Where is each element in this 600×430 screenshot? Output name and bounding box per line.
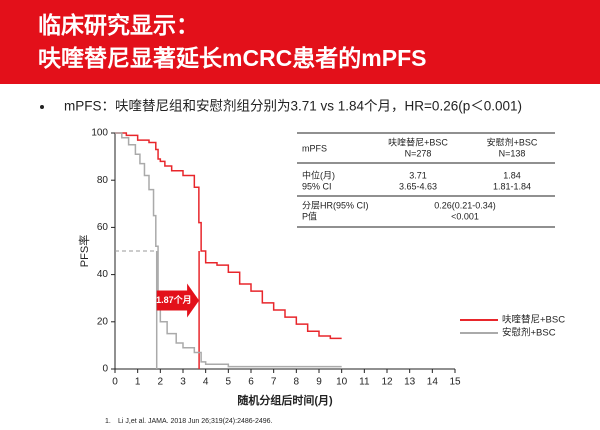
title-bar bbox=[0, 0, 600, 84]
footnote-number: 1. bbox=[105, 418, 111, 425]
table-cell: 1.84 bbox=[503, 170, 521, 180]
table-cell: 分层HR(95% CI) bbox=[302, 200, 369, 210]
y-tick-label: 40 bbox=[97, 269, 109, 280]
x-tick-label: 3 bbox=[180, 377, 186, 388]
x-tick-label: 10 bbox=[336, 377, 348, 388]
y-tick-label: 60 bbox=[97, 222, 109, 233]
x-tick-label: 5 bbox=[226, 377, 232, 388]
x-tick-label: 2 bbox=[158, 377, 164, 388]
x-tick-label: 0 bbox=[112, 377, 118, 388]
x-tick-label: 14 bbox=[427, 377, 439, 388]
annotation: 1.87个月 bbox=[156, 294, 192, 305]
footnote: Li J,et al. JAMA. 2018 Jun 26;319(24):24… bbox=[118, 418, 273, 425]
table-cell: P值 bbox=[302, 210, 317, 221]
table-cell: N=278 bbox=[405, 148, 432, 158]
x-tick-label: 1 bbox=[135, 377, 141, 388]
table-cell: 中位(月) bbox=[302, 169, 335, 180]
x-tick-label: 9 bbox=[316, 377, 322, 388]
x-tick-label: 7 bbox=[271, 377, 277, 388]
title: 呋喹替尼显著延长mCRC患者的mPFS bbox=[38, 45, 426, 71]
table-cell: 1.81-1.84 bbox=[493, 181, 531, 191]
x-tick-label: 4 bbox=[203, 377, 209, 388]
x-axis-label: 随机分组后时间(月) bbox=[237, 393, 333, 407]
bullet-text: mPFS：呋喹替尼组和安慰剂组分别为3.71 vs 1.84个月，HR=0.26… bbox=[64, 98, 522, 114]
table-cell: 3.65-4.63 bbox=[399, 181, 437, 191]
y-tick-label: 20 bbox=[97, 316, 109, 327]
table bbox=[297, 132, 555, 228]
y-tick-label: 80 bbox=[97, 175, 109, 186]
table-cell: 呋喹替尼+BSC bbox=[388, 136, 448, 147]
x-tick-label: 11 bbox=[359, 377, 370, 388]
table-cell: 安慰剂+BSC bbox=[487, 136, 538, 147]
legend-label: 安慰剂+BSC bbox=[502, 327, 556, 339]
x-tick-label: 13 bbox=[404, 377, 416, 388]
y-tick-label: 0 bbox=[102, 364, 108, 375]
y-tick-label: 100 bbox=[91, 128, 108, 139]
annotation-arrow bbox=[156, 283, 200, 318]
table-cell: <0.001 bbox=[451, 211, 479, 221]
x-tick-label: 15 bbox=[449, 377, 461, 388]
x-tick-label: 12 bbox=[381, 377, 393, 388]
table-cell: N=138 bbox=[499, 148, 526, 158]
legend-label: 呋喹替尼+BSC bbox=[502, 314, 565, 326]
table-cell: mPFS bbox=[302, 143, 327, 153]
table-cell: 95% CI bbox=[302, 181, 332, 191]
title: 临床研究显示： bbox=[38, 12, 199, 38]
y-axis-label: PFS率 bbox=[77, 235, 91, 267]
table-cell: 3.71 bbox=[409, 170, 427, 180]
x-tick-label: 6 bbox=[248, 377, 254, 388]
x-tick-label: 8 bbox=[294, 377, 300, 388]
km-curve bbox=[115, 132, 342, 340]
table-cell: 0.26(0.21-0.34) bbox=[434, 200, 496, 210]
bullet-dot bbox=[40, 105, 44, 109]
